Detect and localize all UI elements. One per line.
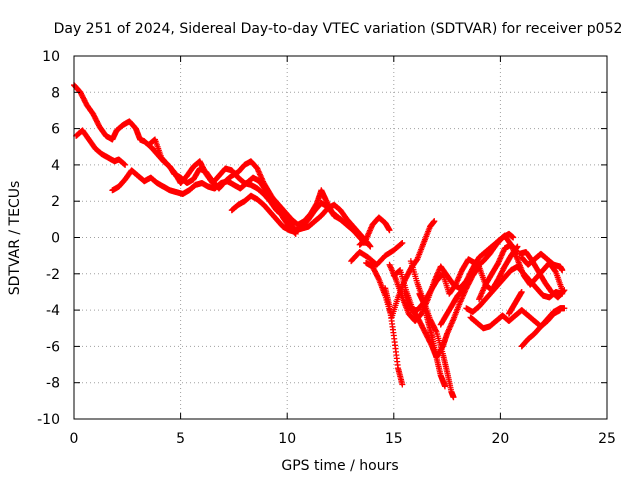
data-point [398,240,405,247]
data-point [399,381,406,388]
data-point [122,161,129,168]
x-tick-label: 15 [385,431,403,447]
x-axis-label: GPS time / hours [281,458,398,474]
y-tick-label: -2 [46,267,60,283]
axis-ticks [73,55,608,420]
data-point [431,218,438,225]
y-tick-label: 10 [42,49,60,65]
data-point [510,234,517,241]
data-point [441,383,448,390]
x-tick-labels: 0 5 10 15 20 25 [70,431,616,447]
data-point [561,287,568,294]
chart-title: Day 251 of 2024, Sidereal Day-to-day VTE… [54,21,623,37]
data-point [518,288,525,295]
x-tick-label: 5 [176,431,185,447]
data-point [399,239,406,246]
data-point [561,305,568,312]
data-point [559,267,566,274]
y-tick-label: 8 [51,85,60,101]
x-tick-label: 0 [70,431,79,447]
y-tick-label: -10 [37,412,60,428]
data-point [367,243,374,250]
plot-frame [73,55,608,420]
x-tick-label: 25 [598,431,616,447]
y-tick-label: 6 [51,122,60,138]
y-tick-label: 4 [51,158,60,174]
data-point [450,394,457,401]
y-axis-label: SDTVAR / TECUs [7,181,23,296]
x-tick-label: 20 [491,431,509,447]
y-tick-label: -8 [46,376,60,392]
y-tick-label: -6 [46,339,60,355]
y-tick-label: 2 [51,194,60,210]
y-tick-label: -4 [46,303,60,319]
y-tick-labels: -10 -8 -6 -4 -2 0 2 4 6 8 10 [37,49,60,428]
y-tick-label: 0 [51,231,60,247]
x-tick-label: 10 [278,431,296,447]
data-marks [71,82,568,401]
data-point [386,227,393,234]
grid [74,56,607,419]
data-point [471,259,478,266]
